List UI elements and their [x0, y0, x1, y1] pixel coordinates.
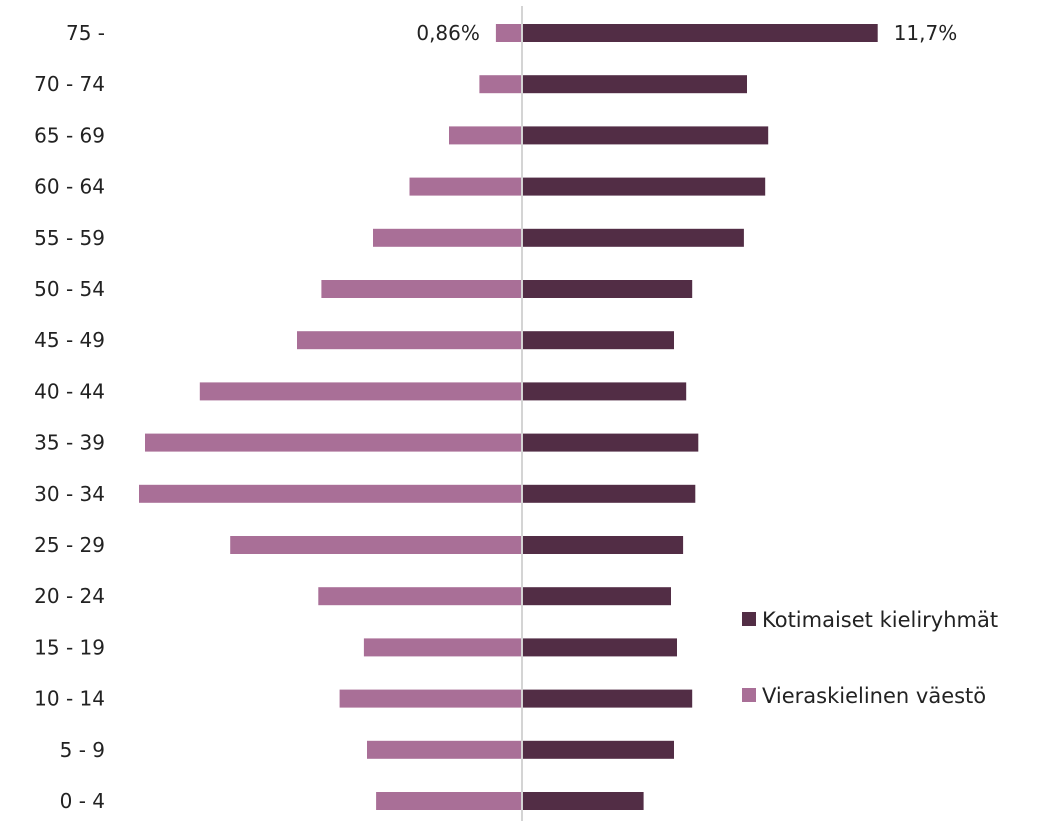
bar-kotimaiset-kieliryhm-t-70-74	[522, 75, 747, 94]
bar-vieraskielinen-v-est-50-54	[321, 280, 522, 298]
y-tick-label-0-4: 0 - 4	[60, 789, 105, 813]
legend-label-kotimaiset-kieliryhm-t: Kotimaiset kieliryhmät	[762, 608, 998, 632]
bar-vieraskielinen-v-est-30-34	[139, 484, 522, 503]
bar-vieraskielinen-v-est-15-19	[363, 638, 522, 657]
bar-vieraskielinen-v-est-10-14	[339, 689, 522, 708]
y-tick-label-5-9: 5 - 9	[60, 738, 105, 762]
bar-vieraskielinen-v-est-45-49	[297, 331, 522, 350]
legend: Kotimaiset kieliryhmät Vieraskielinen väe…	[742, 608, 998, 708]
y-tick-label-25-29: 25 - 29	[34, 533, 105, 557]
data-label-kotimaiset-kieliryhm-t-75: 11,7%	[894, 21, 958, 45]
bar-kotimaiset-kieliryhm-t-50-54	[522, 280, 693, 298]
y-tick-label-70-74: 70 - 74	[34, 72, 105, 96]
bar-kotimaiset-kieliryhm-t-0-4	[522, 792, 644, 810]
bar-vieraskielinen-v-est-40-44	[199, 382, 523, 401]
legend-swatch-kotimaiset-kieliryhm-t	[742, 612, 756, 626]
bar-vieraskielinen-v-est-35-39	[145, 433, 522, 452]
bar-kotimaiset-kieliryhm-t-15-19	[522, 638, 677, 657]
y-axis-tick-labels: 75 - 70 - 74 65 - 69 60 - 64 55 - 59 50 - 54 4…	[34, 21, 105, 813]
y-tick-label-15-19: 15 - 19	[34, 635, 105, 659]
bar-vieraskielinen-v-est-70-74	[479, 75, 522, 94]
bar-vieraskielinen-v-est-25-29	[230, 536, 522, 554]
bar-kotimaiset-kieliryhm-t-35-39	[522, 433, 699, 452]
bar-kotimaiset-kieliryhm-t-55-59	[522, 228, 744, 247]
left-bars	[139, 24, 523, 810]
bar-vieraskielinen-v-est-0-4	[376, 792, 522, 810]
y-tick-label-75: 75 -	[66, 21, 105, 45]
bar-vieraskielinen-v-est-5-9	[367, 740, 522, 759]
bar-kotimaiset-kieliryhm-t-30-34	[522, 484, 696, 503]
bar-kotimaiset-kieliryhm-t-20-24	[522, 587, 671, 606]
y-tick-label-45-49: 45 - 49	[34, 328, 105, 352]
y-tick-label-60-64: 60 - 64	[34, 175, 105, 199]
right-bars	[522, 24, 878, 810]
bar-vieraskielinen-v-est-75	[495, 24, 522, 42]
bar-kotimaiset-kieliryhm-t-65-69	[522, 126, 769, 145]
legend-label-vieraskielinen-v-est: Vieraskielinen väestö	[762, 684, 986, 708]
y-tick-label-20-24: 20 - 24	[34, 584, 105, 608]
bar-vieraskielinen-v-est-20-24	[318, 587, 522, 606]
data-labels: 0,86% 11,7%	[416, 21, 957, 45]
bar-vieraskielinen-v-est-55-59	[373, 228, 522, 247]
bar-vieraskielinen-v-est-65-69	[449, 126, 522, 145]
y-tick-label-55-59: 55 - 59	[34, 226, 105, 250]
y-tick-label-10-14: 10 - 14	[34, 687, 105, 711]
y-tick-label-50-54: 50 - 54	[34, 277, 105, 301]
bar-vieraskielinen-v-est-60-64	[409, 177, 522, 196]
y-tick-label-40-44: 40 - 44	[34, 379, 105, 403]
bar-kotimaiset-kieliryhm-t-5-9	[522, 740, 674, 759]
y-tick-label-65-69: 65 - 69	[34, 123, 105, 147]
bar-kotimaiset-kieliryhm-t-10-14	[522, 689, 693, 708]
legend-swatch-vieraskielinen-v-est	[742, 688, 756, 702]
bar-kotimaiset-kieliryhm-t-25-29	[522, 536, 684, 554]
bar-kotimaiset-kieliryhm-t-45-49	[522, 331, 674, 350]
bar-kotimaiset-kieliryhm-t-60-64	[522, 177, 766, 196]
data-label-vieraskielinen-v-est-75: 0,86%	[416, 21, 480, 45]
bar-kotimaiset-kieliryhm-t-75	[522, 24, 878, 42]
y-tick-label-30-34: 30 - 34	[34, 482, 105, 506]
bar-kotimaiset-kieliryhm-t-40-44	[522, 382, 687, 401]
y-tick-label-35-39: 35 - 39	[34, 431, 105, 455]
